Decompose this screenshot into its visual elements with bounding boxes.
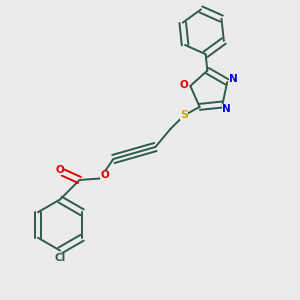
Text: O: O: [100, 170, 109, 181]
Text: Cl: Cl: [54, 253, 66, 263]
Text: N: N: [223, 104, 231, 114]
Text: N: N: [229, 74, 238, 84]
Text: S: S: [180, 110, 188, 121]
Text: O: O: [55, 165, 64, 175]
Text: O: O: [179, 80, 188, 90]
